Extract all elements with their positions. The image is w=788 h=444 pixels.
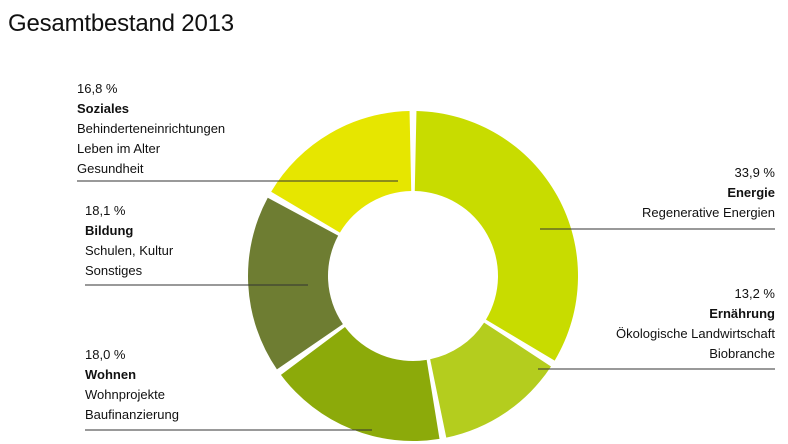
label-soziales: 16,8 % Soziales Behinderteneinrichtungen… bbox=[77, 79, 307, 179]
slice-item: Gesundheit bbox=[77, 161, 144, 176]
slice-value-label: 33,9 % bbox=[734, 165, 775, 180]
slice-energie bbox=[414, 111, 578, 361]
slice-category: Bildung bbox=[85, 223, 134, 238]
slice-soziales bbox=[271, 111, 412, 233]
slice-value-label: 13,2 % bbox=[734, 286, 775, 301]
slice-item: Leben im Alter bbox=[77, 141, 161, 156]
chart-title: Gesamtbestand 2013 bbox=[8, 10, 234, 37]
slice-category: Wohnen bbox=[85, 367, 137, 382]
slice-value-label: 18,0 % bbox=[85, 347, 126, 362]
slice-value-label: 16,8 % bbox=[77, 81, 118, 96]
slice-item: Regenerative Energien bbox=[642, 205, 775, 220]
slice-item: Biobranche bbox=[709, 346, 775, 361]
slice-item: Baufinanzierung bbox=[85, 407, 179, 422]
slice-wohnen bbox=[280, 326, 440, 442]
label-wohnen: 18,0 % Wohnen Wohnprojekte Baufinanzieru… bbox=[85, 345, 315, 425]
slice-item: Behinderteneinrichtungen bbox=[77, 121, 226, 136]
slice-item: Schulen, Kultur bbox=[85, 243, 174, 258]
slice-category: Energie bbox=[727, 185, 775, 200]
slice-bildung bbox=[248, 197, 343, 370]
label-ernaehrung: 13,2 % Ernährung Ökologische Landwirtsch… bbox=[545, 284, 775, 364]
slice-ernaehrung bbox=[430, 322, 552, 438]
slice-value-label: 18,1 % bbox=[85, 203, 126, 218]
slice-item: Wohnprojekte bbox=[85, 387, 165, 402]
label-energie: 33,9 % Energie Regenerative Energien bbox=[545, 163, 775, 223]
slice-item: Ökologische Landwirtschaft bbox=[616, 326, 775, 341]
slice-item: Sonstiges bbox=[85, 263, 143, 278]
slice-category: Ernährung bbox=[709, 306, 775, 321]
slice-category: Soziales bbox=[77, 101, 130, 116]
label-bildung: 18,1 % Bildung Schulen, Kultur Sonstiges bbox=[85, 201, 315, 281]
